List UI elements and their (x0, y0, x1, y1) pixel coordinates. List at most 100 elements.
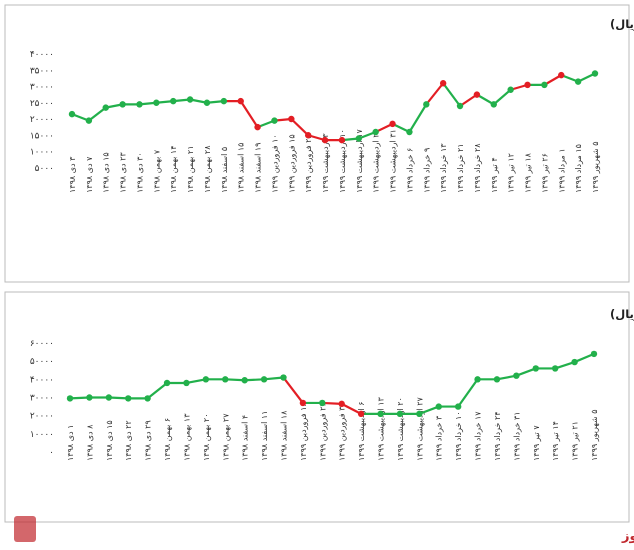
point (183, 379, 190, 387)
y-tick-label: ۴۰۰۰۰ (30, 375, 54, 385)
y-tick-label: ۱۰۰۰۰ (30, 148, 54, 158)
line-segment (263, 376, 284, 381)
point (153, 99, 160, 106)
y-tick-label: ۶۰۰۰۰ (30, 339, 54, 349)
y-tick-label: ۱۵۰۰۰ (30, 131, 54, 141)
point (304, 132, 312, 139)
y-tick-label: ۴۰۰۰۰ (30, 50, 54, 60)
line-segment (496, 374, 517, 381)
point (591, 70, 599, 77)
point (389, 120, 396, 128)
point (237, 97, 244, 105)
x-tick-label: ۱۴ بهمن ۱۳۹۸ (169, 146, 178, 194)
x-tick-label: ۲۸ بهمن ۱۳۹۸ (203, 145, 212, 193)
point (136, 101, 143, 108)
point (435, 403, 442, 410)
chart-title: روند نرخ فروش وکیوم باتوم پالایشگاه اصفه… (610, 17, 634, 32)
x-tick-label: ۲۱ بهمن ۱۳۹۸ (186, 146, 195, 194)
x-tick-label: ۲۸ خرداد ۱۳۹۹ (473, 143, 482, 193)
x-tick-label: ۱ مرداد ۱۳۹۹ (557, 148, 566, 193)
point (524, 81, 531, 89)
x-tick-label: ۳ خرداد ۱۳۹۹ (435, 415, 444, 461)
point (102, 104, 109, 111)
y-tick-label: ۲۵۰۰۰ (30, 99, 54, 109)
line-segment (341, 402, 362, 415)
x-tick-label: ۲۱ خرداد ۱۳۹۹ (456, 143, 465, 193)
x-tick-label: ۸ دی ۱۳۹۸ (85, 424, 94, 461)
x-tick-label: ۲۳ فروردین ۱۳۹۹ (318, 402, 327, 461)
line-segment (418, 405, 440, 415)
point (474, 376, 481, 383)
line-segment (457, 378, 479, 408)
point (186, 96, 194, 103)
point (170, 97, 177, 105)
line-segment (244, 378, 265, 382)
point (125, 395, 132, 402)
x-tick-label: ۱۹ اسفند ۱۳۹۸ (254, 143, 263, 193)
point (372, 128, 379, 136)
x-tick-label: ۲۱ تیر ۱۳۹۹ (571, 421, 580, 461)
line-segment (543, 74, 562, 86)
x-tick-label: ۱۸ تیر ۱۳۹۹ (524, 152, 533, 193)
line-segment (322, 401, 342, 405)
point (454, 403, 462, 410)
x-tick-label: ۱۴ تیر ۱۳۹۹ (551, 421, 560, 461)
point (105, 394, 113, 401)
point (513, 372, 520, 379)
x-tick-label: ۷ دی ۱۳۹۸ (85, 156, 94, 193)
x-tick-label: ۱۵ دی ۱۳۹۸ (102, 152, 111, 193)
y-tick-label: ۳۰۰۰۰ (30, 83, 54, 93)
point (338, 136, 346, 144)
y-tick-label: ۵۰۰۰ (35, 164, 54, 174)
line-segment (476, 93, 495, 106)
point (220, 97, 228, 105)
x-tick-label: ۵ شهریور ۱۳۹۹ (591, 141, 600, 193)
point (416, 410, 423, 418)
x-tick-label: ۳۱ اردیبهشت ۱۳۹۹ (389, 129, 398, 193)
point (241, 377, 248, 384)
line-segment (282, 376, 304, 404)
point (551, 365, 559, 372)
x-tick-label: ۱۵ اسفند ۱۳۹۸ (237, 143, 246, 193)
line-segment (290, 118, 309, 137)
line-segment (186, 378, 207, 385)
point (473, 91, 481, 98)
x-tick-label: ۴ اسفند ۱۳۹۸ (241, 415, 250, 461)
chart-frame (4, 291, 630, 523)
x-tick-label: ۲۵ فروردین ۱۳۹۹ (304, 134, 313, 193)
x-tick-label: ۶ اردیبهشت ۱۳۹۹ (357, 401, 366, 461)
line-segment (108, 396, 129, 400)
line-segment (493, 88, 512, 106)
y-tick-label: ۰ (49, 448, 54, 458)
x-tick-label: ۱۱ اسفند ۱۳۹۸ (260, 411, 269, 461)
chart-frame (4, 4, 630, 283)
point (396, 410, 404, 418)
x-tick-label: ۱۶ فروردین ۱۳۹۹ (299, 402, 308, 461)
x-tick-label: ۲۷ بهمن ۱۳۹۸ (221, 413, 230, 461)
line-segment (515, 367, 537, 377)
point (288, 115, 295, 123)
x-tick-label: ۱۲ تیر ۱۳۹۹ (507, 153, 516, 193)
point (493, 376, 501, 383)
x-tick-label: ۲۹ دی ۱۳۹۸ (144, 420, 153, 461)
x-tick-label: ۲۰ اردیبهشت ۱۳۹۹ (396, 397, 405, 461)
point (338, 400, 345, 408)
x-tick-label: ۱۳ خرداد ۱۳۹۹ (439, 143, 448, 193)
y-tick-label: ۱۰۰۰۰ (30, 430, 54, 440)
point (319, 399, 326, 407)
point (260, 376, 268, 383)
point (66, 395, 74, 402)
point (490, 101, 497, 108)
x-tick-label: ۳ اردیبهشت ۱۳۹۹ (321, 133, 330, 193)
x-tick-label: ۶ بهمن ۱۳۹۸ (163, 418, 172, 461)
point (203, 99, 211, 106)
point (571, 358, 578, 366)
logo (14, 516, 36, 542)
x-tick-label: ۲۰ بهمن ۱۳۹۸ (202, 414, 211, 462)
point (558, 71, 565, 79)
line-segment (225, 378, 245, 382)
x-tick-label: ۱ دی ۱۳۹۸ (66, 425, 75, 461)
x-tick-label: ۲۴ خرداد ۱۳۹۹ (493, 411, 502, 461)
line-segment (69, 396, 90, 400)
